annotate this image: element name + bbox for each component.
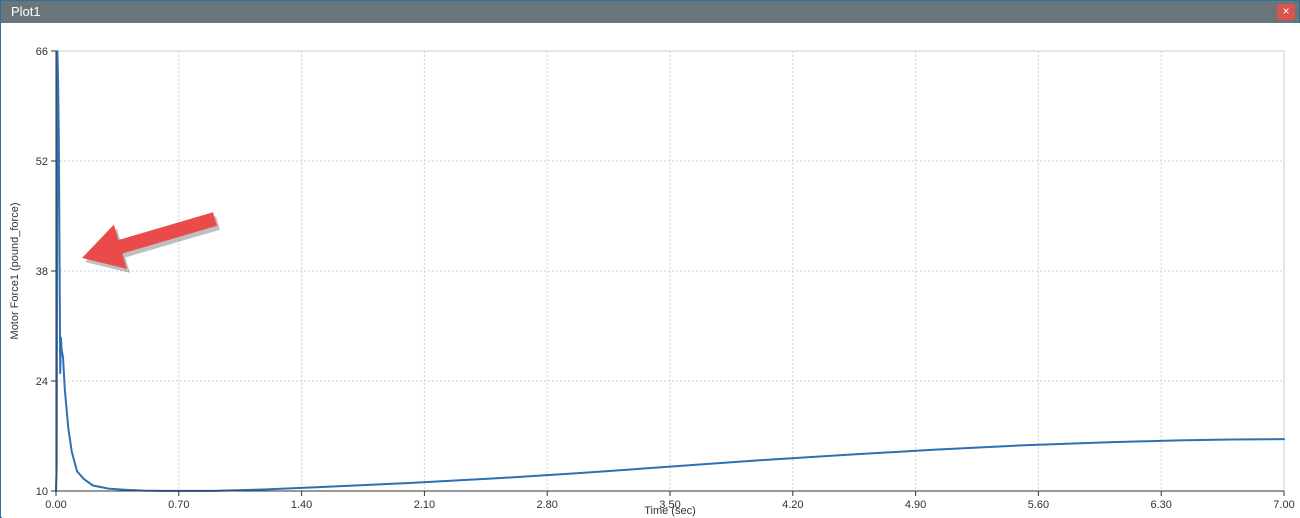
window-title: Plot1	[5, 1, 41, 23]
x-axis-label: Time (sec)	[644, 505, 696, 517]
y-axis-label: Motor Force1 (pound_force)	[9, 203, 21, 340]
y-tick-label: 24	[36, 376, 48, 388]
y-tick-label: 10	[36, 486, 48, 498]
plot-svg: 0.000.701.402.102.803.504.204.905.606.30…	[2, 23, 1300, 518]
y-tick-label: 38	[36, 266, 48, 278]
x-tick-label: 6.30	[1150, 499, 1171, 511]
y-tick-label: 66	[36, 46, 48, 58]
x-tick-label: 4.20	[782, 499, 803, 511]
titlebar[interactable]: Plot1 ×	[1, 1, 1299, 23]
plot-window: Plot1 × 0.000.701.402.102.803.504.204.90…	[0, 0, 1300, 518]
y-tick-label: 52	[36, 156, 48, 168]
x-tick-label: 2.80	[536, 499, 557, 511]
close-icon[interactable]: ×	[1277, 4, 1295, 20]
x-tick-label: 0.00	[45, 499, 66, 511]
x-tick-label: 2.10	[414, 499, 435, 511]
x-tick-label: 1.40	[291, 499, 312, 511]
x-tick-label: 4.90	[905, 499, 926, 511]
x-tick-label: 5.60	[1028, 499, 1049, 511]
plot-area: 0.000.701.402.102.803.504.204.905.606.30…	[2, 23, 1298, 516]
x-tick-label: 0.70	[168, 499, 189, 511]
x-tick-label: 7.00	[1273, 499, 1294, 511]
